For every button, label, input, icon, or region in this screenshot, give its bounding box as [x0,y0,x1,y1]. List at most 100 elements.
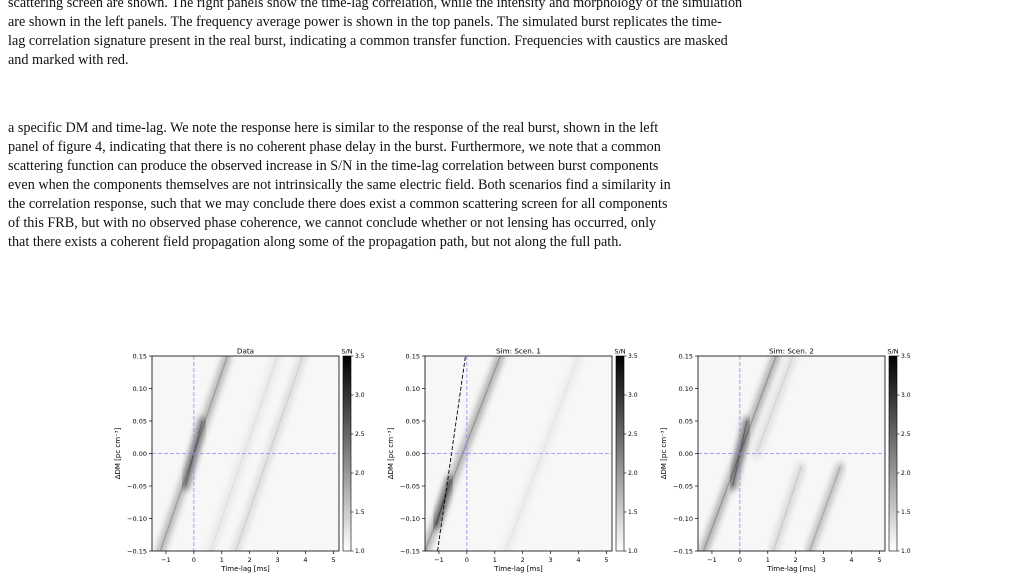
colorbar-tick-label: 1.0 [901,548,911,555]
y-tick-label: −0.10 [673,515,693,523]
x-tick-label: 1 [766,556,770,564]
y-tick-label: 0.15 [679,352,693,360]
x-tick-label: −1 [161,556,171,564]
caption-line: lag correlation signature present in the… [8,33,728,49]
colorbar-label: S/N [887,348,898,356]
figure-row: −1 0 1 2 3 4 5 −0.15 −0.10 −0.05 0.00 0.05 0.10 0.15 D… [0,336,1027,581]
y-tick-label: 0.10 [406,385,420,393]
x-tick-label: 0 [738,556,742,564]
x-tick-label: 1 [220,556,224,564]
colorbar-tick-label: 3.0 [628,392,638,399]
colorbar [615,355,625,552]
y-tick-label: −0.10 [127,515,147,523]
y-tick-label: 0.05 [406,417,420,425]
colorbar-tick-label: 1.0 [628,548,638,555]
colorbar-tick-label: 2.0 [355,470,365,477]
x-tick-label: 4 [303,556,307,564]
heatmap-chart: −1 0 1 2 3 4 5 −0.15 −0.10 −0.05 0.00 0.05 0.10 0.15 D… [114,347,365,574]
body-line: of this FRB, but with no observed phase … [8,215,657,231]
heatmap-panel-data: −1 0 1 2 3 4 5 −0.15 −0.10 −0.05 0.00 0.05 0.10 0.15 D… [105,336,405,581]
colorbar-tick-label: 3.0 [901,392,911,399]
y-tick-label: 0.05 [133,417,147,425]
heatmap-chart: −1 0 1 2 3 4 5 −0.15 −0.10 −0.05 0.00 0.05 0.10 0.15 S… [387,347,638,574]
x-tick-label: −1 [707,556,717,564]
caption-line: scattering screen are shown. The right p… [8,0,743,11]
x-tick-label: 5 [604,556,608,564]
correlation-streak [805,462,845,551]
colorbar [342,355,352,552]
x-axis-label: Time-lag [ms] [766,565,816,573]
x-tick-label: 4 [576,556,580,564]
colorbar-tick-label: 1.5 [901,509,911,516]
x-tick-label: 3 [276,556,280,564]
colorbar-tick-label: 3.5 [901,353,911,360]
x-tick-label: 5 [331,556,335,564]
correlation-streak-core [756,356,794,454]
x-axis-label: Time-lag [ms] [220,565,270,573]
x-tick-label: 4 [849,556,853,564]
correlation-streak [752,356,798,458]
heatmap-chart: −1 0 1 2 3 4 5 −0.15 −0.10 −0.05 0.00 0.05 0.10 0.15 S… [660,347,911,574]
y-tick-label: 0.10 [679,385,693,393]
y-axis-label: ΔDM [pc cm⁻³] [114,427,122,479]
y-axis-label: ΔDM [pc cm⁻³] [660,427,668,479]
x-tick-label: 0 [192,556,196,564]
correlation-streak-core [435,479,451,526]
x-axis-label: Time-lag [ms] [493,565,543,573]
colorbar-tick-label: 1.5 [355,509,365,516]
y-tick-label: −0.15 [400,547,420,555]
chart-title: Data [237,347,254,356]
body-line: that there exists a coherent field propa… [8,234,622,250]
x-tick-label: 3 [822,556,826,564]
colorbar-tick-label: 1.0 [355,548,365,555]
correlation-streak [768,462,806,551]
colorbar-tick-label: 2.5 [901,431,911,438]
colorbar-tick-label: 2.0 [628,470,638,477]
figure-caption: scattering screen are shown. The right p… [8,0,1020,70]
x-tick-label: 5 [877,556,881,564]
chart-title: Sim: Scen. 2 [769,347,814,356]
heatmap-panel-scen1: −1 0 1 2 3 4 5 −0.15 −0.10 −0.05 0.00 0.05 0.10 0.15 S… [378,336,678,581]
colorbar-label: S/N [341,348,352,356]
caption-line: are shown in the left panels. The freque… [8,14,722,30]
y-axis-label: ΔDM [pc cm⁻³] [387,427,395,479]
correlation-streak-core [809,466,841,551]
y-tick-label: −0.15 [127,547,147,555]
y-tick-label: 0.00 [406,450,420,458]
y-tick-label: −0.15 [673,547,693,555]
body-line: a specific DM and time-lag. We note the … [8,120,659,136]
body-line: the correlation response, such that we m… [8,196,668,212]
x-tick-label: 3 [549,556,553,564]
body-line: panel of figure 4, indicating that there… [8,139,661,155]
colorbar-tick-label: 2.5 [628,431,638,438]
colorbar-label: S/N [614,348,625,356]
x-tick-label: 0 [465,556,469,564]
y-tick-label: 0.00 [133,450,147,458]
y-tick-label: 0.05 [679,417,693,425]
y-tick-label: −0.05 [400,482,420,490]
colorbar [888,355,898,552]
body-line: even when the components themselves are … [8,177,671,193]
x-tick-label: −1 [434,556,444,564]
x-tick-label: 1 [493,556,497,564]
colorbar-tick-label: 3.5 [628,353,638,360]
colorbar-tick-label: 3.0 [355,392,365,399]
correlation-streak [431,475,455,530]
y-tick-label: −0.05 [673,482,693,490]
y-tick-label: 0.15 [406,352,420,360]
correlation-streak-core [772,466,802,551]
body-paragraph: a specific DM and time-lag. We note the … [8,119,1020,252]
chart-title: Sim: Scen. 1 [496,347,541,356]
y-tick-label: 0.10 [133,385,147,393]
colorbar-tick-label: 1.5 [628,509,638,516]
x-tick-label: 2 [521,556,525,564]
y-tick-label: −0.05 [127,482,147,490]
x-tick-label: 2 [248,556,252,564]
x-tick-label: 2 [794,556,798,564]
y-tick-label: 0.15 [133,352,147,360]
y-tick-label: 0.00 [679,450,693,458]
y-tick-label: −0.10 [400,515,420,523]
body-line: scattering function can produce the obse… [8,158,659,174]
caption-line: and marked with red. [8,52,129,68]
colorbar-tick-label: 3.5 [355,353,365,360]
